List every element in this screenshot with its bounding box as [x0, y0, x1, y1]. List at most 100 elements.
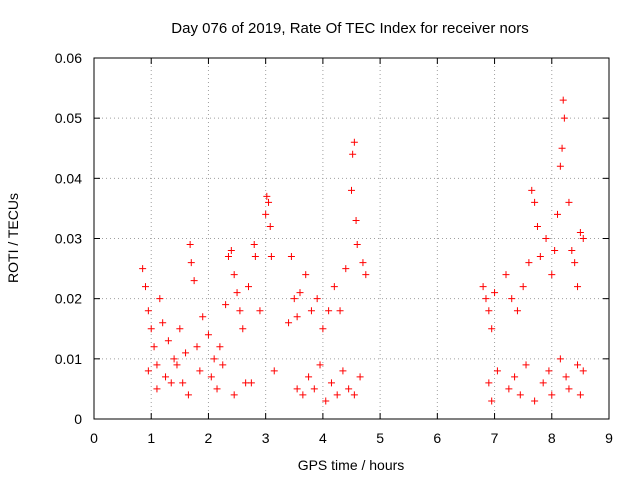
data-point: [542, 235, 550, 242]
data-point: [186, 241, 194, 249]
data-point: [342, 265, 350, 273]
data-point: [239, 325, 247, 333]
y-tick-label: 0: [74, 411, 82, 427]
data-point: [233, 289, 241, 297]
x-tick-label: 7: [491, 430, 499, 446]
data-point: [179, 379, 187, 387]
data-point: [571, 259, 579, 267]
data-point: [190, 277, 198, 285]
x-tick-label: 5: [376, 430, 384, 446]
data-point: [356, 373, 364, 381]
data-point: [293, 313, 301, 321]
data-point: [559, 96, 567, 104]
data-point: [263, 192, 271, 200]
data-points: [139, 96, 587, 405]
data-point: [167, 379, 175, 387]
data-point: [568, 247, 576, 255]
data-point: [213, 385, 221, 393]
data-point: [339, 367, 347, 375]
data-point: [313, 295, 321, 303]
data-point: [485, 379, 493, 387]
data-point: [262, 210, 270, 218]
data-point: [545, 367, 553, 375]
data-point: [193, 343, 201, 351]
data-point: [142, 283, 149, 291]
data-point: [352, 216, 360, 224]
data-point: [556, 355, 564, 363]
data-point: [182, 349, 190, 357]
data-point: [162, 373, 170, 381]
data-point: [562, 373, 570, 381]
data-point: [560, 114, 568, 122]
data-point: [287, 253, 295, 261]
data-point: [319, 325, 327, 333]
data-point: [290, 295, 298, 303]
y-tick-label: 0.04: [55, 170, 82, 186]
data-point: [345, 385, 353, 393]
axis-ticks: [93, 57, 610, 420]
data-point: [245, 283, 252, 291]
x-axis-label: GPS time / hours: [298, 457, 405, 473]
data-point: [236, 307, 244, 315]
data-point: [139, 265, 147, 273]
data-point: [173, 361, 181, 369]
data-point: [574, 283, 582, 291]
data-point: [325, 307, 333, 315]
data-point: [265, 198, 273, 206]
data-point: [219, 361, 227, 369]
x-tick-label: 2: [205, 430, 213, 446]
data-point: [531, 397, 539, 405]
data-point: [330, 283, 338, 291]
data-point: [150, 343, 158, 351]
data-point: [482, 295, 490, 303]
grid-lines: [94, 58, 609, 419]
data-point: [525, 259, 533, 267]
data-point: [362, 271, 370, 279]
data-point: [156, 295, 164, 303]
x-tick-label: 8: [548, 430, 556, 446]
data-point: [502, 271, 510, 279]
data-point: [256, 307, 264, 315]
data-point: [493, 367, 501, 375]
y-tick-label: 0.06: [55, 50, 82, 66]
data-point: [536, 253, 544, 261]
data-point: [153, 385, 161, 393]
data-point: [144, 307, 152, 315]
data-point: [522, 361, 530, 369]
data-point: [349, 150, 357, 158]
data-point: [305, 373, 313, 381]
data-point: [539, 379, 547, 387]
data-point: [327, 379, 335, 387]
data-point: [266, 222, 274, 230]
data-point: [187, 259, 195, 267]
data-point: [513, 307, 521, 315]
data-point: [176, 325, 184, 333]
data-point: [548, 271, 556, 279]
data-point: [270, 367, 278, 375]
y-tick-label: 0.03: [55, 231, 82, 247]
data-point: [348, 186, 355, 194]
data-point: [565, 385, 573, 393]
data-point: [224, 253, 232, 261]
data-point: [285, 319, 293, 327]
data-point: [207, 373, 215, 381]
data-point: [485, 307, 493, 315]
x-tick-label: 3: [262, 430, 270, 446]
y-tick-labels: 0 0.01 0.02 0.03 0.04 0.05 0.06: [55, 50, 82, 427]
data-point: [574, 361, 582, 369]
x-tick-label: 6: [433, 430, 441, 446]
data-point: [184, 391, 192, 399]
data-point: [247, 379, 255, 387]
data-point: [196, 367, 204, 375]
y-tick-label: 0.01: [55, 351, 82, 367]
data-point: [204, 331, 212, 339]
data-point: [250, 241, 258, 249]
chart-title: Day 076 of 2019, Rate Of TEC Index for r…: [171, 20, 528, 37]
x-tick-label: 9: [605, 430, 613, 446]
data-point: [322, 397, 330, 405]
data-point: [579, 367, 587, 375]
data-point: [299, 391, 307, 399]
data-point: [576, 228, 584, 236]
data-point: [144, 367, 152, 375]
